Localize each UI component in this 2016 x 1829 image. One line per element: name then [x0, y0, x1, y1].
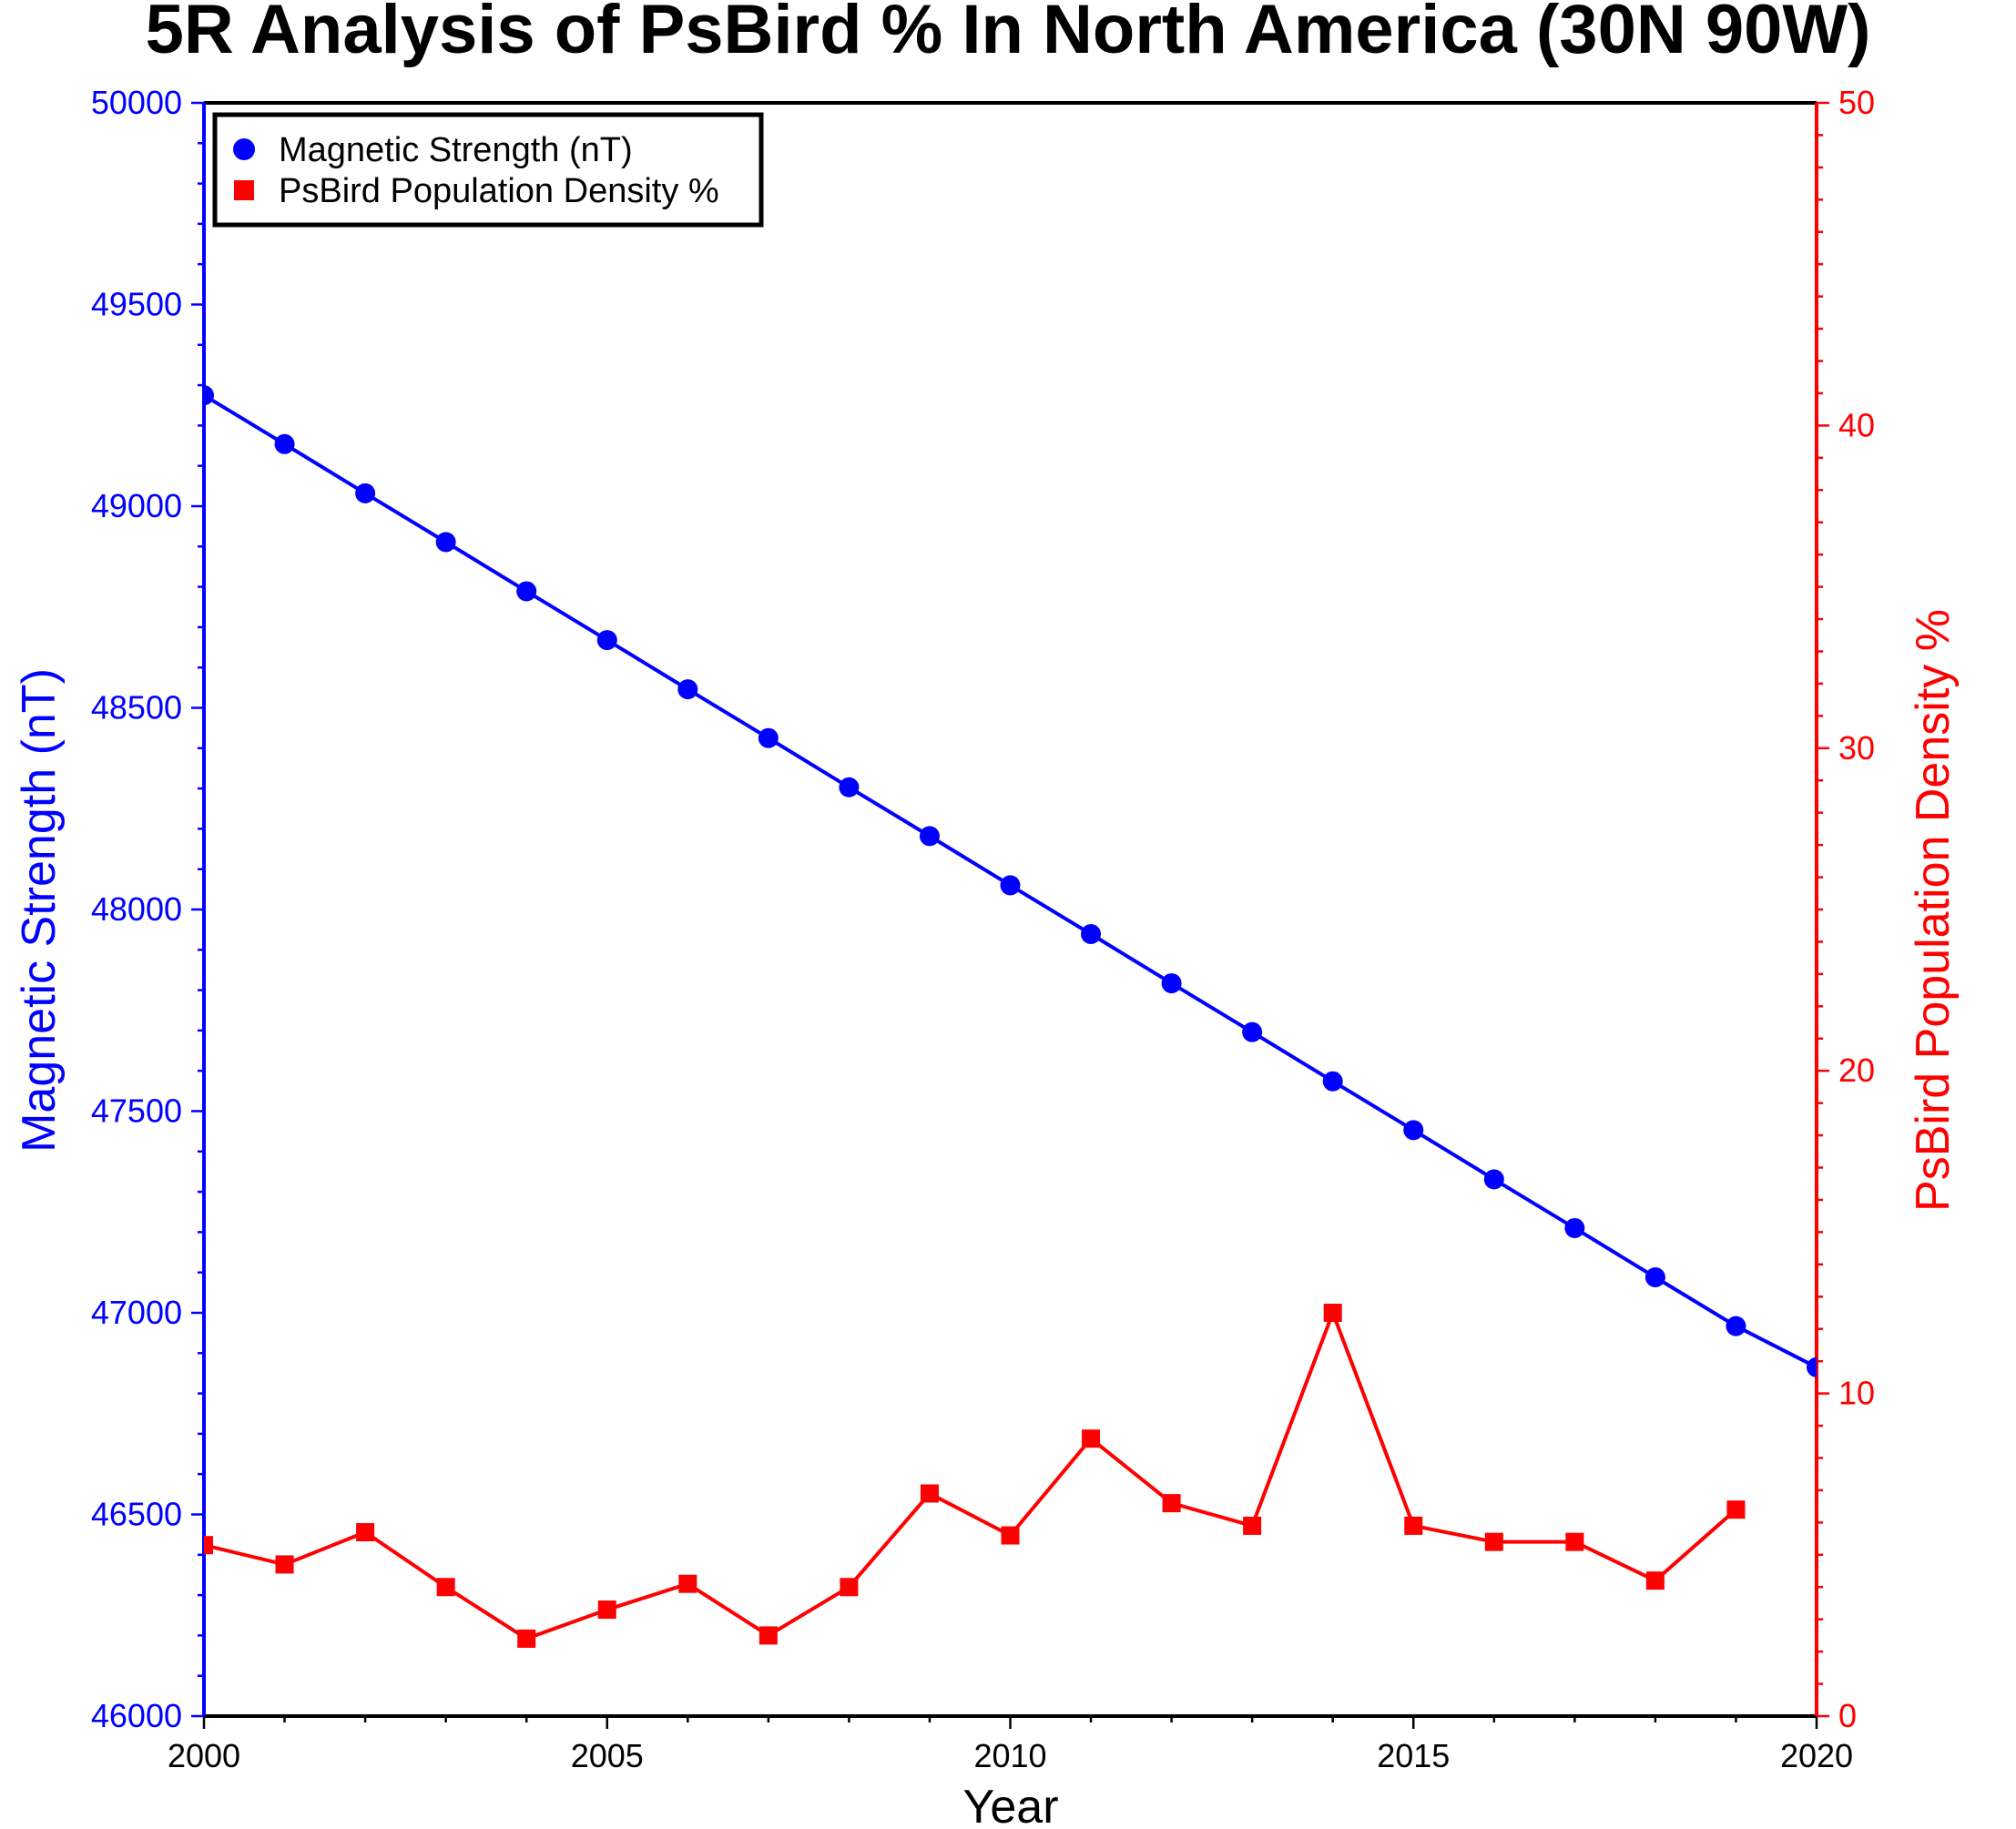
data-point-psbird — [204, 1536, 213, 1555]
legend-marker-psbird — [234, 180, 254, 200]
legend-box — [212, 112, 764, 228]
x-tick-label: 2015 — [1377, 1737, 1450, 1774]
data-point-psbird — [1243, 1516, 1262, 1535]
series-magnetic — [204, 385, 1817, 1377]
data-point-magnetic — [1483, 1169, 1504, 1190]
y-left-tick-label: 46500 — [91, 1496, 182, 1533]
data-point-psbird — [1565, 1532, 1584, 1551]
data-point-magnetic — [1000, 875, 1021, 896]
series-line-psbird — [204, 1307, 1737, 1641]
data-point-psbird — [1404, 1516, 1423, 1535]
data-point-psbird — [1726, 1500, 1746, 1519]
y-left-tick-label: 48000 — [91, 890, 182, 928]
data-point-psbird — [759, 1626, 778, 1645]
y-left-tick-label: 49500 — [91, 286, 182, 323]
y-left-tick-label: 47000 — [91, 1294, 182, 1331]
legend-label-magnetic: Magnetic Strength (nT) — [279, 131, 633, 169]
data-point-magnetic — [1242, 1021, 1263, 1042]
y-left-tick-label: 47500 — [91, 1092, 182, 1130]
y-left-tick-label: 50000 — [91, 84, 182, 121]
data-point-psbird — [517, 1629, 536, 1648]
y-axis-right-label: PsBird Population Density % — [1907, 609, 1960, 1212]
x-tick-label: 2010 — [973, 1737, 1046, 1774]
x-tick-label: 2000 — [168, 1737, 240, 1774]
y-axis-left: 46000 46500 47000 47500 48000 48500 49000 49500… — [91, 84, 204, 1734]
data-point-magnetic — [204, 385, 214, 406]
data-point-psbird — [436, 1578, 455, 1597]
data-point-magnetic — [1564, 1217, 1585, 1238]
y-right-tick-label: 0 — [1838, 1697, 1857, 1734]
data-point-magnetic — [596, 630, 617, 651]
x-tick-label: 2005 — [571, 1737, 644, 1774]
data-point-magnetic — [435, 532, 456, 553]
y-left-tick-label: 48500 — [91, 689, 182, 727]
data-point-magnetic — [274, 433, 295, 454]
y-axis-left-label: Magnetic Strength (nT) — [13, 668, 66, 1153]
data-point-psbird — [1323, 1304, 1342, 1322]
legend-marker-magnetic — [233, 138, 255, 160]
series-psbird — [204, 1304, 1746, 1648]
data-point-psbird — [1484, 1532, 1503, 1551]
plot-frame — [202, 101, 1818, 1718]
data-point-magnetic — [1403, 1120, 1424, 1141]
x-tick-label: 2020 — [1780, 1737, 1853, 1774]
data-point-magnetic — [677, 679, 698, 700]
data-point-magnetic — [1807, 1357, 1817, 1377]
y-left-tick-label: 46000 — [91, 1697, 182, 1734]
y-right-tick-label: 30 — [1838, 729, 1875, 767]
data-point-psbird — [1082, 1429, 1101, 1448]
y-axis-right: 0 10 20 30 40 50 — [1817, 84, 1875, 1734]
data-point-psbird — [840, 1578, 859, 1597]
data-point-magnetic — [516, 581, 537, 602]
data-point-psbird — [1162, 1494, 1181, 1513]
data-point-magnetic — [839, 777, 860, 798]
y-right-tick-label: 40 — [1838, 406, 1875, 443]
data-point-magnetic — [1081, 924, 1102, 945]
legend-label-psbird: PsBird Population Density % — [279, 172, 719, 210]
data-point-psbird — [1001, 1526, 1020, 1545]
data-point-psbird — [920, 1484, 939, 1503]
data-point-magnetic — [758, 727, 779, 748]
x-axis: 2000 2005 2010 2015 2020 — [168, 1716, 1853, 1774]
data-point-magnetic — [1322, 1071, 1343, 1092]
data-point-psbird — [597, 1600, 616, 1620]
y-right-tick-label: 10 — [1838, 1375, 1875, 1412]
y-left-tick-label: 49000 — [91, 487, 182, 524]
y-right-tick-label: 20 — [1838, 1052, 1875, 1089]
data-point-magnetic — [1161, 973, 1182, 994]
data-point-magnetic — [919, 826, 940, 847]
data-point-magnetic — [1726, 1316, 1746, 1336]
data-point-psbird — [678, 1574, 697, 1593]
chart-title: 5R Analysis of PsBird % In North America… — [146, 0, 1871, 68]
data-point-magnetic — [1644, 1267, 1665, 1288]
x-axis-label: Year — [962, 1781, 1058, 1829]
data-point-psbird — [1645, 1571, 1665, 1590]
data-point-magnetic — [355, 483, 376, 503]
data-point-psbird — [356, 1522, 375, 1541]
data-point-psbird — [275, 1555, 294, 1574]
series-layer — [204, 385, 1817, 1648]
y-right-tick-label: 50 — [1838, 84, 1875, 121]
legend: Magnetic Strength (nT) PsBird Population… — [212, 112, 764, 228]
